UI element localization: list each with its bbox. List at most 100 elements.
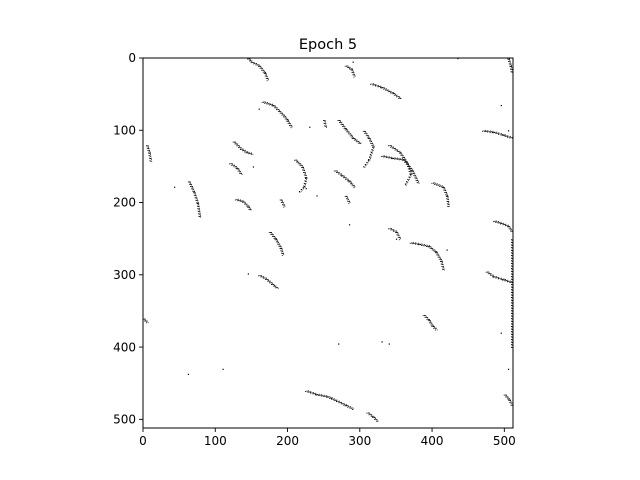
pixel-dot bbox=[266, 76, 267, 77]
pixel-dot bbox=[242, 150, 243, 151]
pixel-dot bbox=[511, 66, 512, 67]
pixel-dot bbox=[339, 122, 340, 123]
pixel-dot bbox=[238, 147, 239, 148]
pixel-dot bbox=[191, 186, 192, 187]
pixel-dot bbox=[145, 320, 146, 321]
pixel-dot bbox=[274, 236, 275, 237]
pixel-dot bbox=[413, 175, 414, 176]
pixel-dot bbox=[482, 131, 483, 132]
pixel-dot bbox=[508, 226, 509, 227]
pixel-dot bbox=[303, 188, 304, 189]
pixel-dot bbox=[409, 177, 410, 178]
pixel-dot bbox=[435, 252, 436, 253]
pixel-dot bbox=[281, 251, 282, 252]
pixel-dot bbox=[358, 143, 359, 144]
pixel-dot bbox=[243, 150, 244, 151]
pixel-dot bbox=[370, 84, 371, 85]
pixel-dot bbox=[411, 173, 412, 174]
pixel-dot bbox=[342, 126, 343, 127]
pixel-dot bbox=[501, 222, 502, 223]
pixel-dot bbox=[195, 200, 196, 201]
speck-dot bbox=[222, 369, 223, 370]
pixel-dot bbox=[305, 185, 306, 186]
pixel-dot bbox=[401, 159, 402, 160]
pixel-dot bbox=[405, 160, 406, 161]
pixel-dot bbox=[426, 245, 427, 246]
pixel-dot bbox=[262, 276, 263, 277]
pixel-dot bbox=[509, 402, 510, 403]
pixel-dot bbox=[282, 255, 283, 256]
pixel-dot bbox=[299, 191, 300, 192]
pixel-dot bbox=[346, 404, 347, 405]
pixel-dot bbox=[305, 177, 306, 178]
pixel-dot bbox=[272, 104, 273, 105]
x-tick-label: 100 bbox=[204, 434, 227, 448]
pixel-dot bbox=[370, 141, 371, 142]
pixel-dot bbox=[391, 158, 392, 159]
pixel-dot bbox=[289, 122, 290, 123]
pixel-dot bbox=[414, 173, 415, 174]
pixel-dot bbox=[348, 201, 349, 202]
pixel-dot bbox=[247, 207, 248, 208]
pixel-dot bbox=[367, 162, 368, 163]
pixel-dot bbox=[415, 178, 416, 179]
pixel-dot bbox=[394, 159, 395, 160]
pixel-dot bbox=[283, 205, 284, 206]
pixel-dot bbox=[302, 170, 303, 171]
pixel-dot bbox=[357, 141, 358, 142]
pixel-dot bbox=[245, 202, 246, 203]
pixel-dot bbox=[313, 392, 314, 393]
speck-dot bbox=[501, 333, 502, 334]
pixel-dot bbox=[401, 153, 402, 154]
pixel-dot bbox=[239, 146, 240, 147]
pixel-dot bbox=[398, 237, 399, 238]
pixel-dot bbox=[323, 396, 324, 397]
pixel-dot bbox=[430, 322, 431, 323]
pixel-dot bbox=[242, 202, 243, 203]
pixel-dot bbox=[386, 90, 387, 91]
pixel-dot bbox=[239, 200, 240, 201]
pixel-dot bbox=[196, 195, 197, 196]
pixel-dot bbox=[279, 109, 280, 110]
pixel-dot bbox=[290, 125, 291, 126]
pixel-dot bbox=[280, 245, 281, 246]
pixel-dot bbox=[189, 182, 190, 183]
pixel-dot bbox=[395, 157, 396, 158]
pixel-dot bbox=[434, 326, 435, 327]
pixel-dot bbox=[410, 168, 411, 169]
pixel-dot bbox=[397, 149, 398, 150]
pixel-dot bbox=[352, 68, 353, 69]
pixel-dot bbox=[429, 246, 430, 247]
pixel-dot bbox=[301, 164, 302, 165]
pixel-dot bbox=[394, 95, 395, 96]
pixel-dot bbox=[499, 134, 500, 135]
pixel-dot bbox=[396, 230, 397, 231]
pixel-dot bbox=[429, 245, 430, 246]
pixel-dot bbox=[365, 133, 366, 134]
pixel-dot bbox=[383, 157, 384, 158]
pixel-dot bbox=[498, 132, 499, 133]
pixel-dot bbox=[348, 131, 349, 132]
pixel-dot bbox=[370, 155, 371, 156]
pixel-dot bbox=[397, 159, 398, 160]
pixel-dot bbox=[302, 165, 303, 166]
pixel-dot bbox=[505, 281, 506, 282]
pixel-dot bbox=[495, 222, 496, 223]
pixel-dot bbox=[370, 143, 371, 144]
pixel-dot bbox=[249, 152, 250, 153]
pixel-dot bbox=[237, 144, 238, 145]
y-tick-label: 200 bbox=[113, 196, 136, 210]
pixel-dot bbox=[283, 207, 284, 208]
pixel-dot bbox=[150, 156, 151, 157]
speck-dot bbox=[188, 374, 189, 375]
pixel-dot bbox=[341, 122, 342, 123]
pixel-dot bbox=[375, 418, 376, 419]
pixel-dot bbox=[505, 225, 506, 226]
pixel-dot bbox=[353, 185, 354, 186]
pixel-dot bbox=[147, 146, 148, 147]
pixel-dot bbox=[195, 194, 196, 195]
pixel-dot bbox=[297, 162, 298, 163]
pixel-dot bbox=[277, 287, 278, 288]
pixel-dot bbox=[510, 228, 511, 229]
pixel-dot bbox=[442, 263, 443, 264]
